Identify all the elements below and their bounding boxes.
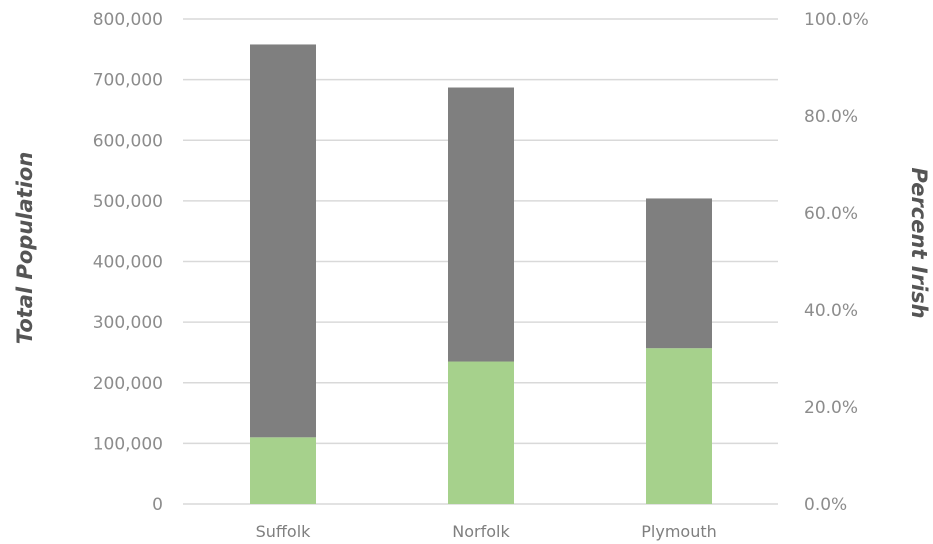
y-tick-label: 400,000 xyxy=(93,253,163,273)
y-tick-label: 200,000 xyxy=(93,374,163,394)
bar-segment-plymouth-0 xyxy=(646,348,712,504)
y2-tick-label: 100.0% xyxy=(804,10,869,30)
y-tick-label: 300,000 xyxy=(93,313,163,333)
bars xyxy=(250,44,712,504)
category-label: Norfolk xyxy=(452,522,510,541)
right-axis-ticks: 0.0% 20.0% 40.0% 60.0% 80.0% 100.0% xyxy=(804,10,869,515)
y2-tick-label: 40.0% xyxy=(804,301,858,321)
category-label: Plymouth xyxy=(641,522,717,541)
y2-tick-label: 60.0% xyxy=(804,204,858,224)
y2-tick-label: 0.0% xyxy=(804,495,847,515)
y2-tick-label: 80.0% xyxy=(804,107,858,127)
category-label: Suffolk xyxy=(256,522,312,541)
bar-segment-plymouth-1 xyxy=(646,198,712,349)
category-labels: Suffolk Norfolk Plymouth xyxy=(256,522,717,541)
y2-tick-label: 20.0% xyxy=(804,398,858,418)
y-tick-label: 100,000 xyxy=(93,434,163,454)
bar-segment-suffolk-1 xyxy=(250,44,316,438)
y-axis-title: Total Population xyxy=(13,152,37,345)
y-tick-label: 600,000 xyxy=(93,131,163,151)
y2-axis-title: Percent Irish xyxy=(907,167,931,318)
y-tick-label: 800,000 xyxy=(93,10,163,30)
bar-segment-norfolk-0 xyxy=(448,361,514,504)
y-tick-label: 500,000 xyxy=(93,192,163,212)
y-tick-label: 700,000 xyxy=(93,71,163,91)
left-axis-ticks: 0 100,000 200,000 300,000 400,000 500,000 600,… xyxy=(93,10,163,515)
bar-segment-norfolk-1 xyxy=(448,87,514,362)
bar-segment-suffolk-0 xyxy=(250,437,316,504)
y-tick-label: 0 xyxy=(152,495,163,515)
